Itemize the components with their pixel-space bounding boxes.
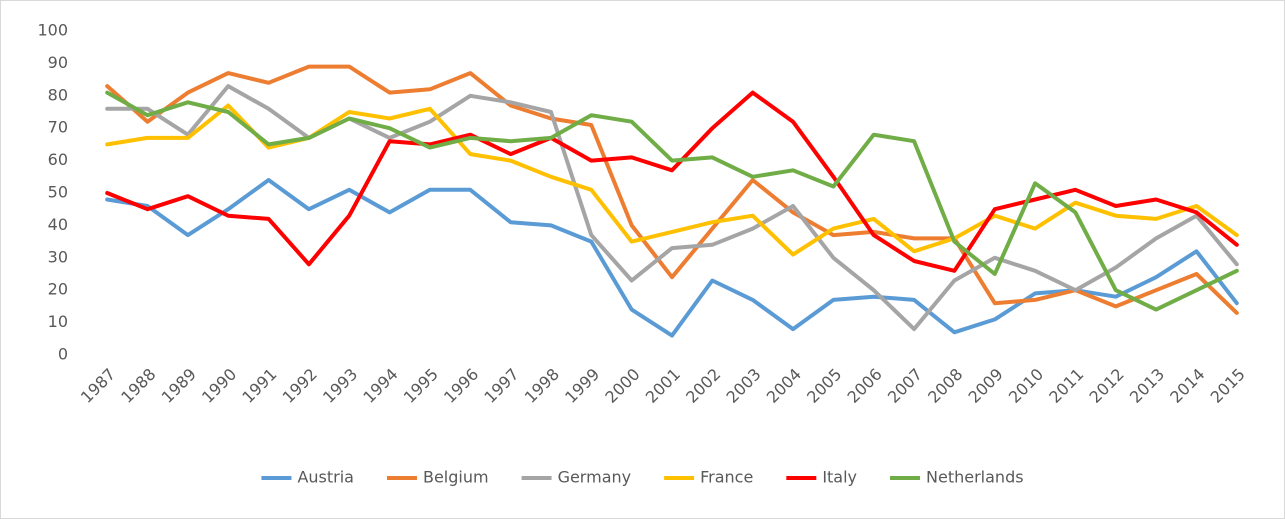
legend-label: Italy xyxy=(822,468,857,487)
line-series xyxy=(105,84,1239,332)
y-tick-label: 80 xyxy=(48,85,68,104)
legend-label: France xyxy=(700,468,753,487)
line-series xyxy=(105,178,1239,338)
y-tick-label: 100 xyxy=(37,21,68,40)
line-series xyxy=(105,90,1239,273)
y-tick-label: 10 xyxy=(48,312,68,331)
y-tick-label: 40 xyxy=(48,215,68,234)
y-tick-label: 0 xyxy=(58,345,68,364)
y-tick-label: 90 xyxy=(48,53,68,72)
legend-label: Germany xyxy=(558,468,632,487)
y-tick-label: 50 xyxy=(48,183,68,202)
y-tick-label: 70 xyxy=(48,118,68,137)
legend-label: Netherlands xyxy=(926,468,1024,487)
line-series xyxy=(105,90,1239,312)
y-tick-label: 20 xyxy=(48,280,68,299)
legend-label: Belgium xyxy=(423,468,489,487)
line-series xyxy=(105,64,1239,315)
y-tick-label: 60 xyxy=(48,150,68,169)
y-tick-label: 30 xyxy=(48,247,68,266)
legend-label: Austria xyxy=(297,468,354,487)
